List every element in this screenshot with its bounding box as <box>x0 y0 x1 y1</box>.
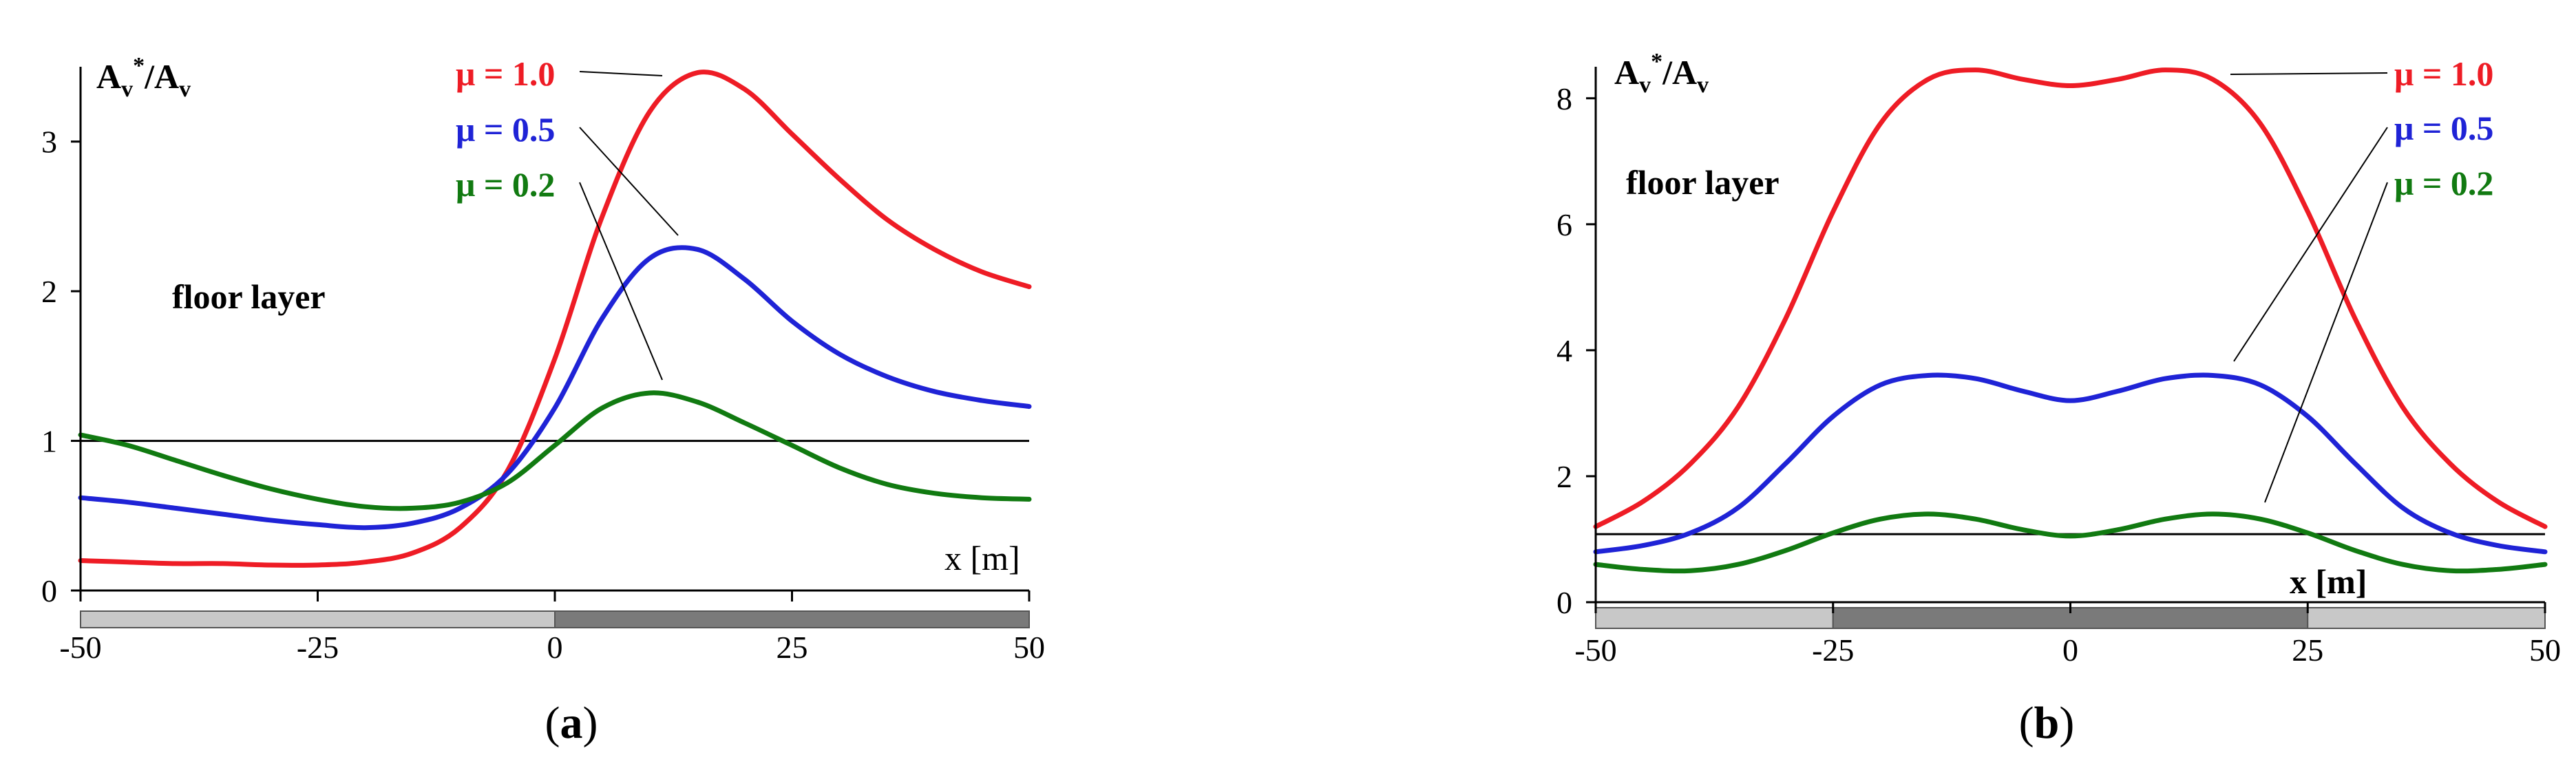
panel-a-legend-mu-0-5: μ = 0.5 <box>456 110 555 149</box>
panel-b-leader-mu-0-2 <box>2264 182 2388 503</box>
panel-a-plot-area: 0 1 2 3 -50 -25 0 25 50 <box>41 67 1045 665</box>
panel-b-ground-strip-segment <box>1595 607 1834 629</box>
panel-a-x-axis-label: x [m] <box>944 539 1020 577</box>
panel-b-legend-mu-1-0: μ = 1.0 <box>2394 54 2493 93</box>
panel-a-legend-mu-1-0: μ = 1.0 <box>456 54 555 93</box>
chart-panel-b: 0 2 4 6 8 -50 -25 0 25 50 Av*/Av floor layer x [m… <box>1556 49 2561 748</box>
panel-b-y-tick-label: 4 <box>1556 333 1572 368</box>
panel-b-series-02-line <box>1593 511 2548 574</box>
panel-b-y-tick-label: 6 <box>1556 207 1572 242</box>
panel-a-y-tick-label: 3 <box>41 125 57 160</box>
panel-a-x-tick-label: 0 <box>547 630 563 665</box>
panel-a-leader-mu-0-2 <box>579 182 663 381</box>
panel-a-x-tick-label: 25 <box>777 630 808 665</box>
panel-b-leader-mu-0-5 <box>2233 127 2388 362</box>
panel-b-series-10-line <box>1593 67 2548 529</box>
panel-a-series-10-line <box>78 70 1032 568</box>
panel-a-ground-strip-segment <box>554 610 1030 628</box>
panel-b-label: (b) <box>2019 698 2075 748</box>
chart-panel-a: 0 1 2 3 -50 -25 0 25 50 Av*/Av floor layer x [m]… <box>41 53 1045 748</box>
panel-b-legend-mu-0-2: μ = 0.2 <box>2394 164 2493 202</box>
panel-b-y-axis-label: Av*/Av <box>1614 49 1709 98</box>
panel-a-label: (a) <box>545 698 598 748</box>
panel-a-ground-strip-segment <box>80 610 556 628</box>
panel-b-x-tick-label: -25 <box>1812 632 1854 668</box>
panel-a-floor-layer-annotation: floor layer <box>172 277 326 316</box>
panel-b-x-tick-label: 25 <box>2292 632 2323 668</box>
panel-a-y-tick-label: 0 <box>41 573 57 608</box>
panel-b-ground-strip-segment <box>2307 607 2546 629</box>
panel-a-leader-mu-1-0 <box>579 71 663 76</box>
panel-b-legend-mu-0-5: μ = 0.5 <box>2394 109 2493 147</box>
panel-a-leader-mu-0-5 <box>579 127 679 236</box>
panel-a-y-tick-label: 2 <box>41 274 57 309</box>
panel-b-leader-mu-1-0 <box>2230 72 2388 75</box>
panel-a-x-tick-label: -25 <box>297 630 339 665</box>
panel-b-y-tick-label: 8 <box>1556 81 1572 116</box>
panel-b-floor-layer-annotation: floor layer <box>1626 163 1780 202</box>
panel-b-x-tick-label: 0 <box>2062 632 2078 668</box>
panel-a-x-tick-label: 50 <box>1013 630 1045 665</box>
panel-a-legend-mu-0-2: μ = 0.2 <box>456 165 555 204</box>
panel-b-plot-area: 0 2 4 6 8 -50 -25 0 25 50 <box>1556 67 2561 668</box>
panel-b-y-tick-label: 2 <box>1556 459 1572 494</box>
panel-a-series-02-line <box>78 390 1032 511</box>
panel-a-series-05-line <box>78 245 1032 531</box>
panel-a-y-tick-label: 1 <box>41 424 57 459</box>
panel-b-x-tick-label: 50 <box>2529 632 2561 668</box>
panel-a-x-tick-label: -50 <box>59 630 101 665</box>
panel-b-series-05-line <box>1593 372 2548 555</box>
panel-b-x-axis-label: x [m] <box>2290 562 2367 601</box>
panel-a-y-axis-label: Av*/Av <box>96 53 191 102</box>
panel-b-y-tick-label: 0 <box>1556 585 1572 620</box>
panel-b-x-tick-label: -50 <box>1574 632 1616 668</box>
